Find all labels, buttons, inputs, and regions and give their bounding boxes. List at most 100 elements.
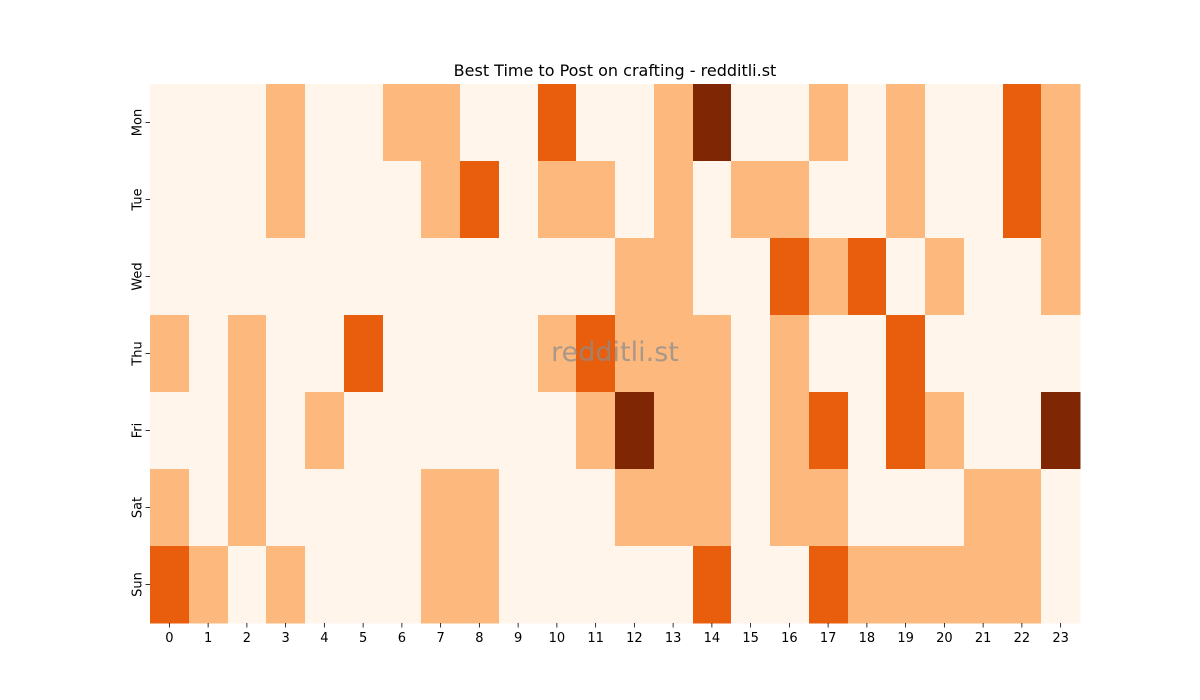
heatmap-cell-mon-19 <box>886 84 926 162</box>
heatmap-cell-tue-4 <box>305 161 345 239</box>
heatmap-cells <box>150 84 1081 624</box>
y-tick-label-mon: Mon <box>131 109 146 136</box>
heatmap-cell-thu-12 <box>615 315 655 393</box>
heatmap-cell-fri-10 <box>538 392 577 470</box>
heatmap-cell-sun-11 <box>576 546 616 624</box>
heatmap-cell-wed-4 <box>305 238 345 316</box>
x-tick-label-9: 9 <box>514 631 522 646</box>
heatmap-cell-thu-8 <box>460 315 500 393</box>
heatmap-cell-wed-23 <box>1041 238 1081 316</box>
heatmap-cell-sun-5 <box>344 546 384 624</box>
heatmap-cell-thu-6 <box>383 315 422 393</box>
heatmap-cell-fri-0 <box>150 392 190 470</box>
heatmap-cell-fri-16 <box>770 392 810 470</box>
heatmap-cell-tue-1 <box>189 161 229 239</box>
heatmap-cell-sun-12 <box>615 546 655 624</box>
heatmap-cell-sun-19 <box>886 546 926 624</box>
heatmap-cell-wed-5 <box>344 238 384 316</box>
heatmap-cell-sun-16 <box>770 546 810 624</box>
heatmap-cell-mon-2 <box>228 84 267 162</box>
heatmap-cell-sun-14 <box>693 546 732 624</box>
heatmap-cell-wed-11 <box>576 238 616 316</box>
heatmap-cell-wed-1 <box>189 238 229 316</box>
heatmap-cell-sat-5 <box>344 469 384 547</box>
y-tick-label-sun: Sun <box>131 572 146 597</box>
heatmap-cell-thu-21 <box>964 315 1004 393</box>
heatmap-cell-fri-22 <box>1003 392 1042 470</box>
heatmap-cell-tue-18 <box>848 161 887 239</box>
heatmap-cell-fri-2 <box>228 392 267 470</box>
heatmap-cell-sun-3 <box>266 546 306 624</box>
x-tick-label-3: 3 <box>281 631 289 646</box>
heatmap-cell-tue-3 <box>266 161 306 239</box>
heatmap-cell-sat-1 <box>189 469 229 547</box>
heatmap-cell-tue-15 <box>731 161 771 239</box>
heatmap-cell-fri-5 <box>344 392 384 470</box>
heatmap-cell-sun-17 <box>809 546 849 624</box>
x-tick-label-2: 2 <box>243 631 251 646</box>
heatmap-cell-fri-18 <box>848 392 887 470</box>
heatmap-cell-sun-13 <box>654 546 694 624</box>
heatmap-cell-thu-4 <box>305 315 345 393</box>
heatmap-cell-sun-9 <box>499 546 539 624</box>
heatmap-cell-wed-18 <box>848 238 887 316</box>
heatmap-cell-sun-1 <box>189 546 229 624</box>
heatmap-cell-sat-6 <box>383 469 422 547</box>
heatmap-cell-mon-16 <box>770 84 810 162</box>
x-tick-label-10: 10 <box>549 631 566 646</box>
heatmap-cell-sat-21 <box>964 469 1004 547</box>
x-tick-label-7: 7 <box>436 631 444 646</box>
heatmap-cell-fri-21 <box>964 392 1004 470</box>
heatmap-cell-fri-14 <box>693 392 732 470</box>
heatmap-cell-mon-1 <box>189 84 229 162</box>
heatmap-cell-mon-11 <box>576 84 616 162</box>
x-tick-label-15: 15 <box>742 631 759 646</box>
x-tick-label-14: 14 <box>704 631 721 646</box>
heatmap-cell-wed-16 <box>770 238 810 316</box>
x-tick-label-0: 0 <box>165 631 173 646</box>
heatmap-cell-mon-22 <box>1003 84 1042 162</box>
heatmap-cell-fri-12 <box>615 392 655 470</box>
x-tick-label-6: 6 <box>398 631 406 646</box>
heatmap-cell-fri-9 <box>499 392 539 470</box>
heatmap-cell-thu-11 <box>576 315 616 393</box>
heatmap-cell-wed-10 <box>538 238 577 316</box>
heatmap-cell-sun-18 <box>848 546 887 624</box>
heatmap-cell-tue-19 <box>886 161 926 239</box>
heatmap-cell-thu-16 <box>770 315 810 393</box>
heatmap-cell-fri-20 <box>925 392 965 470</box>
heatmap-cell-thu-10 <box>538 315 577 393</box>
heatmap-cell-wed-9 <box>499 238 539 316</box>
heatmap-cell-tue-10 <box>538 161 577 239</box>
heatmap-cell-sun-10 <box>538 546 577 624</box>
heatmap-cell-tue-5 <box>344 161 384 239</box>
heatmap-cell-wed-19 <box>886 238 926 316</box>
heatmap-cell-sun-0 <box>150 546 190 624</box>
heatmap-cell-thu-1 <box>189 315 229 393</box>
heatmap-cell-thu-9 <box>499 315 539 393</box>
heatmap-cell-mon-6 <box>383 84 422 162</box>
heatmap-cell-mon-10 <box>538 84 577 162</box>
heatmap-cell-wed-12 <box>615 238 655 316</box>
heatmap-cell-sat-19 <box>886 469 926 547</box>
heatmap-cell-sat-9 <box>499 469 539 547</box>
heatmap-cell-tue-16 <box>770 161 810 239</box>
heatmap-cell-thu-5 <box>344 315 384 393</box>
heatmap-cell-thu-7 <box>421 315 461 393</box>
heatmap-cell-wed-13 <box>654 238 694 316</box>
heatmap-cell-tue-8 <box>460 161 500 239</box>
heatmap-cell-fri-19 <box>886 392 926 470</box>
heatmap-cell-sat-20 <box>925 469 965 547</box>
heatmap-cell-mon-14 <box>693 84 732 162</box>
heatmap-cell-thu-14 <box>693 315 732 393</box>
heatmap-cell-sun-22 <box>1003 546 1042 624</box>
heatmap-cell-sun-7 <box>421 546 461 624</box>
heatmap-cell-fri-15 <box>731 392 771 470</box>
heatmap-cell-fri-3 <box>266 392 306 470</box>
heatmap-cell-sat-16 <box>770 469 810 547</box>
heatmap-cell-mon-8 <box>460 84 500 162</box>
heatmap-cell-sat-10 <box>538 469 577 547</box>
x-tick-label-21: 21 <box>975 631 992 646</box>
heatmap-cell-thu-13 <box>654 315 694 393</box>
